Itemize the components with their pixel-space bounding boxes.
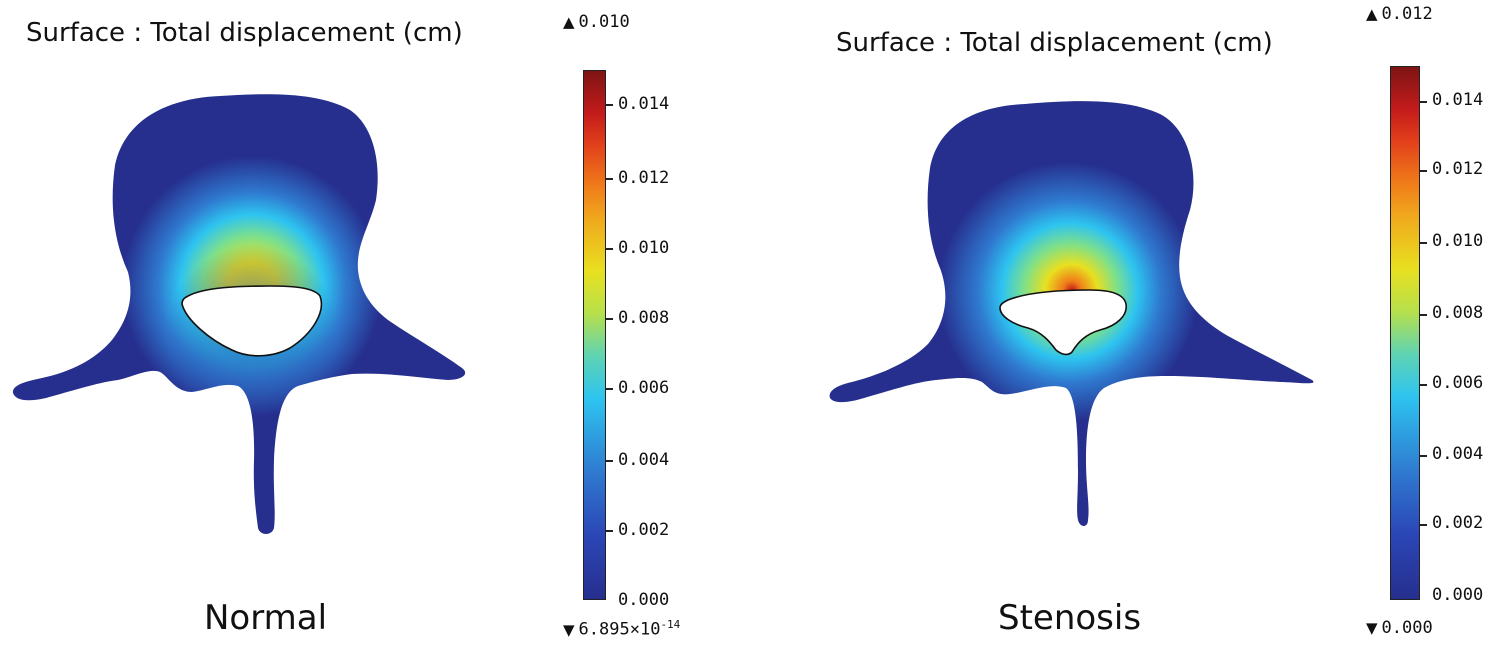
min-triangle-icon: ▼	[563, 620, 575, 639]
normal-caption: Normal	[204, 598, 328, 638]
stenosis-colorbar-tick: 0.004	[1432, 444, 1484, 464]
normal-panel: Surface : Total displacement (cm) ▲ 0.010…	[0, 0, 740, 649]
normal-vertebra-plot	[12, 94, 466, 534]
stenosis-panel: Surface : Total displacement (cm) ▲ 0.012…	[760, 0, 1501, 649]
normal-colorbar-tick: 0.004	[618, 450, 670, 470]
stenosis-colorbar	[1390, 66, 1420, 600]
stenosis-max-label: ▲ 0.012	[1366, 4, 1433, 24]
normal-colorbar-tick: 0.012	[618, 168, 670, 188]
min-triangle-icon: ▼	[1366, 619, 1378, 637]
stenosis-colorbar-tick: 0.010	[1432, 231, 1484, 251]
normal-colorbar-tick: 0.000	[618, 590, 670, 610]
normal-colorbar-tick: 0.010	[618, 238, 670, 258]
stenosis-colorbar-tick: 0.014	[1432, 90, 1484, 110]
max-triangle-icon: ▲	[1366, 5, 1378, 23]
max-triangle-icon: ▲	[563, 13, 575, 31]
stenosis-min-label: ▼ 0.000	[1366, 618, 1433, 638]
normal-colorbar-tick: 0.014	[618, 94, 670, 114]
stenosis-colorbar-tick: 0.012	[1432, 159, 1484, 179]
normal-colorbar-tick: 0.008	[618, 308, 670, 328]
normal-colorbar	[583, 70, 606, 600]
stenosis-caption: Stenosis	[998, 598, 1142, 638]
normal-title: Surface : Total displacement (cm)	[26, 18, 463, 48]
stenosis-colorbar-tick: 0.006	[1432, 373, 1484, 393]
normal-colorbar-tick: 0.002	[618, 520, 670, 540]
normal-spinal-canal	[181, 285, 323, 357]
stenosis-colorbar-tick: 0.002	[1432, 513, 1484, 533]
stenosis-vertebra-plot	[829, 101, 1314, 526]
normal-min-label: ▼ 6.895×10-14	[563, 618, 681, 640]
normal-max-label: ▲ 0.010	[563, 12, 630, 32]
stenosis-spinal-canal	[999, 289, 1127, 356]
stenosis-title: Surface : Total displacement (cm)	[836, 28, 1273, 58]
stenosis-colorbar-tick: 0.000	[1432, 585, 1484, 605]
stenosis-colorbar-tick: 0.008	[1432, 303, 1484, 323]
normal-colorbar-tick: 0.006	[618, 378, 670, 398]
